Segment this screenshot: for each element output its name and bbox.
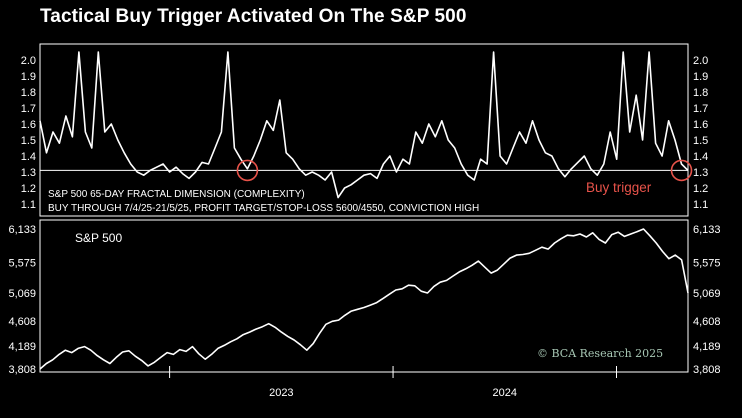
fractal-dimension-series <box>39 51 689 199</box>
top-ytick-label-right: 2.0 <box>693 55 708 67</box>
top-ytick-label-left: 1.5 <box>21 135 36 147</box>
buy-trigger-label: Buy trigger <box>586 180 652 195</box>
bottom-ytick-label-left: 5,069 <box>8 288 36 300</box>
fractal-annotation-line-2: BUY THROUGH 7/4/25-21/5/25, PROFIT TARGE… <box>48 203 479 214</box>
bottom-ytick-label-right: 3,808 <box>693 364 721 376</box>
top-ytick-label-left: 1.1 <box>21 199 36 211</box>
x-axis-ticks: 2023 2024 <box>169 366 617 399</box>
top-ytick-label-left: 1.9 <box>21 71 36 83</box>
trigger-circles <box>236 159 693 182</box>
top-ytick-label-left: 1.6 <box>21 119 36 131</box>
bottom-ytick-label-left: 6,133 <box>8 224 36 236</box>
top-ytick-label-right: 1.8 <box>693 87 708 99</box>
top-ytick-label-right: 1.5 <box>693 135 708 147</box>
top-ytick-label-right: 1.7 <box>693 103 708 115</box>
top-ytick-label-left: 1.8 <box>21 87 36 99</box>
top-ytick-label-right: 1.9 <box>693 71 708 83</box>
top-ytick-label-right: 1.2 <box>693 183 708 195</box>
top-ytick-label-right: 1.3 <box>693 167 708 179</box>
buy-trigger-circle <box>670 159 693 182</box>
bottom-ytick-label-right: 4,189 <box>693 341 721 353</box>
bottom-ytick-label-right: 4,608 <box>693 316 721 328</box>
top-ytick-label-right: 1.6 <box>693 119 708 131</box>
fractal-annotation-line-1: S&P 500 65-DAY FRACTAL DIMENSION (COMPLE… <box>48 189 305 200</box>
bottom-ytick-label-right: 5,575 <box>693 258 721 270</box>
top-panel-frame <box>39 43 689 217</box>
x-tick-label: 2024 <box>493 387 517 399</box>
copyright-text: © BCA Research 2025 <box>537 347 663 360</box>
sp500-series <box>39 228 689 370</box>
x-tick-label: 2023 <box>269 387 293 399</box>
top-ytick-label-left: 1.7 <box>21 103 36 115</box>
bottom-y-axis-right: 6,133 5,575 5,069 4,608 4,189 3,808 <box>693 224 721 376</box>
top-ytick-label-right: 1.1 <box>693 199 708 211</box>
sp500-label: S&P 500 <box>75 231 122 245</box>
top-y-axis-left: 2.0 1.9 1.8 1.7 1.6 1.5 1.4 1.3 1.2 1.1 <box>21 55 36 211</box>
bottom-ytick-label-left: 4,189 <box>8 341 36 353</box>
top-ytick-label-left: 1.4 <box>21 151 36 163</box>
top-y-axis-right: 2.0 1.9 1.8 1.7 1.6 1.5 1.4 1.3 1.2 1.1 <box>693 55 708 211</box>
top-ytick-label-right: 1.4 <box>693 151 708 163</box>
top-ytick-label-left: 2.0 <box>21 55 36 67</box>
top-ytick-label-left: 1.2 <box>21 183 36 195</box>
buy-trigger-circle <box>236 159 259 182</box>
bottom-ytick-label-left: 4,608 <box>8 316 36 328</box>
bottom-y-axis-left: 6,133 5,575 5,069 4,608 4,189 3,808 <box>8 224 36 376</box>
bottom-ytick-label-left: 5,575 <box>8 258 36 270</box>
bottom-ytick-label-right: 5,069 <box>693 288 721 300</box>
bottom-ytick-label-left: 3,808 <box>8 364 36 376</box>
bottom-ytick-label-right: 6,133 <box>693 224 721 236</box>
chart-title: Tactical Buy Trigger Activated On The S&… <box>40 6 467 27</box>
top-ytick-label-left: 1.3 <box>21 167 36 179</box>
